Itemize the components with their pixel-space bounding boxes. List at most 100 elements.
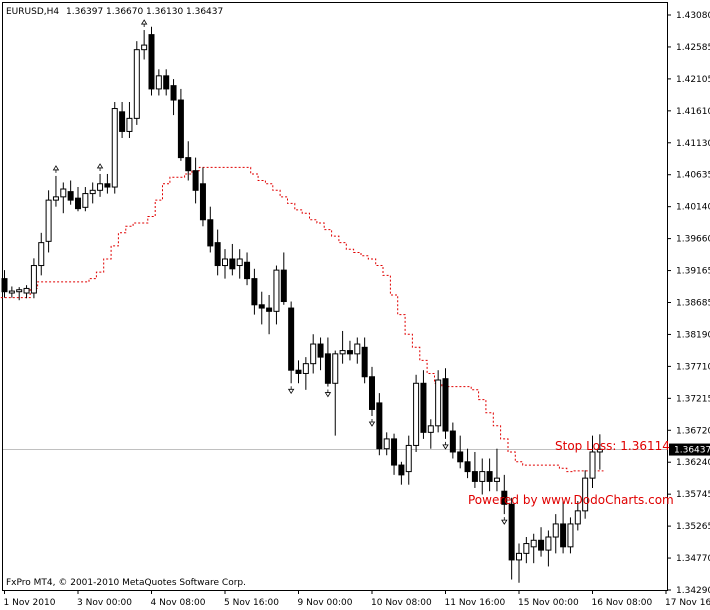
candle-body-bear <box>258 304 265 309</box>
candle-body-bear <box>471 471 478 482</box>
price-axis: 1.43080 1.42585 1.42105 1.41610 1.41130 1.406… <box>667 11 710 596</box>
candle <box>97 173 104 197</box>
candle <box>192 157 199 204</box>
y-tick-label: 1.39165 <box>676 267 710 277</box>
candle-body-bear <box>501 490 508 505</box>
candle-body-bull <box>530 539 537 548</box>
candle <box>67 180 74 205</box>
candle-body-bear <box>119 111 126 132</box>
candle <box>354 337 361 364</box>
candle-body-bear <box>185 157 192 172</box>
x-tick-label: 4 Nov 08:00 <box>151 598 206 608</box>
powered-by-label: Powered by www.DodoCharts.com <box>468 493 674 507</box>
arrow-down-icon <box>368 418 376 427</box>
arrow-up-icon <box>52 165 60 173</box>
open-value: 1.36397 <box>66 7 103 17</box>
candle-body-bear <box>244 261 251 280</box>
candle-body-bull <box>60 188 67 198</box>
candle-body-bull <box>38 242 45 267</box>
candle-body-bear <box>75 197 81 210</box>
candle <box>317 337 324 371</box>
candle <box>471 451 478 488</box>
candle <box>339 330 346 364</box>
candle <box>155 69 162 96</box>
candle <box>501 474 508 515</box>
candle <box>346 340 353 361</box>
candle-body-bull <box>126 117 133 132</box>
candle <box>45 190 52 253</box>
candle <box>251 268 258 315</box>
symbol-label: EURUSD,H4 <box>6 7 59 17</box>
candle-body-bull <box>574 510 581 525</box>
stop-loss-line <box>0 166 604 473</box>
candle-body-bear <box>288 307 295 371</box>
candle-body-bull <box>133 49 140 119</box>
candle <box>493 448 500 492</box>
candle <box>199 167 206 227</box>
candle <box>376 393 383 456</box>
candle-body-bear <box>486 471 493 482</box>
candle <box>75 187 81 212</box>
candle <box>30 258 37 299</box>
candle <box>369 366 375 416</box>
candle <box>545 530 552 567</box>
candle-body-bear <box>192 170 199 191</box>
time-axis: 1 Nov 2010 3 Nov 00:00 4 Nov 08:00 5 Nov 16… <box>4 590 710 608</box>
candle <box>133 41 140 125</box>
candle <box>89 182 96 204</box>
candle-body-bull <box>383 438 390 450</box>
candle-body-bull <box>435 379 442 427</box>
candle-body-bull <box>45 199 52 242</box>
candle <box>1 270 8 298</box>
candle-body-bear <box>391 438 398 466</box>
candle-body-bear <box>538 539 545 551</box>
candle <box>52 175 59 207</box>
plot-frame <box>2 2 668 591</box>
candle <box>530 533 537 564</box>
y-tick-label: 1.40140 <box>676 203 710 213</box>
candle <box>266 294 273 335</box>
candle <box>582 470 589 519</box>
candle-body-bear <box>229 258 236 270</box>
candle-body-bear <box>420 382 427 433</box>
candle <box>8 286 15 298</box>
y-tick-label: 1.34290 <box>676 586 710 596</box>
candle <box>185 141 192 181</box>
stop-loss-label: Stop Loss: 1.36114 <box>555 439 670 453</box>
arrow-down-icon <box>442 441 449 450</box>
low-value: 1.36130 <box>146 7 183 17</box>
candle <box>148 26 155 96</box>
candle-body-bear <box>346 350 353 355</box>
candle <box>413 374 420 452</box>
y-tick-label: 1.42105 <box>676 75 710 85</box>
candle-body-bull <box>516 552 522 561</box>
y-tick-label: 1.35745 <box>676 490 710 500</box>
candle-body-bear <box>508 503 515 561</box>
candle-body-bull <box>111 108 118 188</box>
candle <box>119 102 126 138</box>
y-tick-label: 1.34770 <box>676 554 710 564</box>
candle <box>288 301 295 384</box>
candle <box>405 435 412 485</box>
x-tick-label: 9 Nov 00:00 <box>298 598 353 608</box>
candle <box>280 252 287 305</box>
candle <box>229 243 236 276</box>
candle <box>310 334 317 374</box>
candle <box>104 173 111 194</box>
candle <box>207 206 214 253</box>
candle-body-bear <box>464 461 471 473</box>
candle-body-bear <box>457 451 464 463</box>
candle-body-bear <box>1 278 8 293</box>
candle-body-bear <box>251 278 258 306</box>
candle-body-bear <box>280 269 287 303</box>
candle <box>427 419 434 449</box>
candle <box>126 102 133 138</box>
y-tick-label: 1.40635 <box>676 171 710 181</box>
candle-body-bear <box>376 402 383 450</box>
candle <box>464 448 471 479</box>
candle <box>60 182 67 214</box>
candle-body-bear <box>214 242 221 267</box>
candle-body-bear <box>398 464 405 476</box>
candle <box>141 30 148 60</box>
candle-body-bull <box>567 523 574 548</box>
